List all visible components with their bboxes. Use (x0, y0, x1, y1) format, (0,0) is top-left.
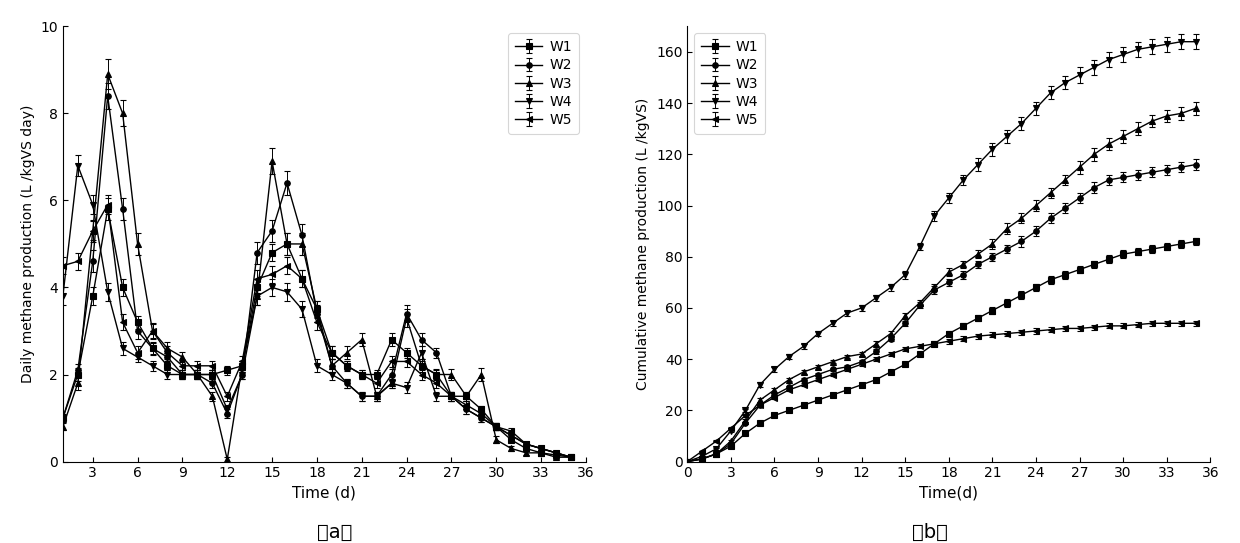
Text: （a）: （a） (317, 522, 352, 541)
Y-axis label: Cumulative methane production (L /kgVS): Cumulative methane production (L /kgVS) (636, 98, 651, 390)
Legend: W1, W2, W3, W4, W5: W1, W2, W3, W4, W5 (507, 33, 579, 134)
X-axis label: Time(d): Time(d) (919, 486, 978, 501)
Text: （b）: （b） (913, 522, 947, 541)
X-axis label: Time (d): Time (d) (293, 486, 356, 501)
Legend: W1, W2, W3, W4, W5: W1, W2, W3, W4, W5 (694, 33, 765, 134)
Y-axis label: Daily methane production (L /kgVS day): Daily methane production (L /kgVS day) (21, 105, 35, 383)
